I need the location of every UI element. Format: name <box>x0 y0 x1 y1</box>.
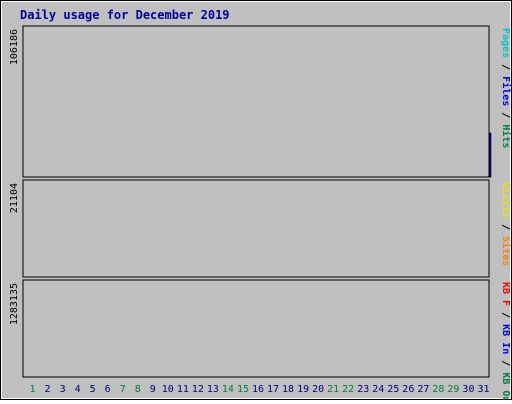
x-tick-label: 2 <box>45 384 51 395</box>
x-tick-label: 18 <box>282 384 294 395</box>
x-tick-label: 28 <box>432 384 444 395</box>
legend-item: Files <box>500 76 512 106</box>
legend-separator: / <box>500 218 511 236</box>
legend: Pages / Files / Hits <box>500 28 512 148</box>
x-tick-label: 27 <box>417 384 429 395</box>
y-axis-max-label: 106186 <box>9 29 20 65</box>
x-tick-label: 6 <box>105 384 111 395</box>
legend-item: Hits <box>500 124 512 148</box>
legend-item: Sites <box>500 236 512 266</box>
x-tick-label: 13 <box>207 384 219 395</box>
x-tick-label: 9 <box>150 384 156 395</box>
x-tick-label: 31 <box>477 384 489 395</box>
x-tick-label: 22 <box>342 384 354 395</box>
legend-item: Visits <box>500 182 512 218</box>
x-tick-label: 20 <box>312 384 324 395</box>
x-tick-label: 24 <box>372 384 384 395</box>
x-tick-label: 4 <box>75 384 81 395</box>
legend-separator: / <box>500 306 511 324</box>
y-axis-max-label: 1283135 <box>9 283 20 325</box>
x-tick-label: 14 <box>222 384 234 395</box>
x-tick-label: 21 <box>327 384 339 395</box>
x-tick-label: 12 <box>192 384 204 395</box>
x-tick-label: 16 <box>252 384 264 395</box>
x-tick-label: 8 <box>135 384 141 395</box>
x-tick-label: 29 <box>447 384 459 395</box>
y-axis-max-label: 21104 <box>9 183 20 213</box>
x-tick-label: 19 <box>297 384 309 395</box>
legend-item: KB F <box>500 282 511 306</box>
plot-area <box>22 279 490 378</box>
legend-item: Pages <box>500 28 511 58</box>
x-tick-label: 17 <box>267 384 279 395</box>
x-tick-label: 26 <box>402 384 414 395</box>
x-tick-label: 23 <box>357 384 369 395</box>
plot-area <box>22 179 490 278</box>
legend-separator: / <box>500 58 511 76</box>
x-tick-label: 10 <box>162 384 174 395</box>
legend: Visits / Sites <box>500 182 512 266</box>
x-tick-label: 11 <box>177 384 189 395</box>
x-tick-label: 1 <box>30 384 36 395</box>
x-tick-label: 30 <box>462 384 474 395</box>
x-tick-label: 7 <box>120 384 126 395</box>
chart-title: Daily usage for December 2019 <box>20 8 230 22</box>
x-tick-label: 3 <box>60 384 66 395</box>
plot-area <box>22 25 490 178</box>
x-tick-label: 15 <box>237 384 249 395</box>
x-tick-label: 5 <box>90 384 96 395</box>
legend-separator: / <box>500 106 511 124</box>
legend-separator: / <box>500 354 511 372</box>
legend: KB F / KB In / KB Out <box>500 282 511 400</box>
x-tick-label: 25 <box>387 384 399 395</box>
legend-item: KB In <box>500 324 511 354</box>
legend-item: KB Out <box>500 372 511 400</box>
